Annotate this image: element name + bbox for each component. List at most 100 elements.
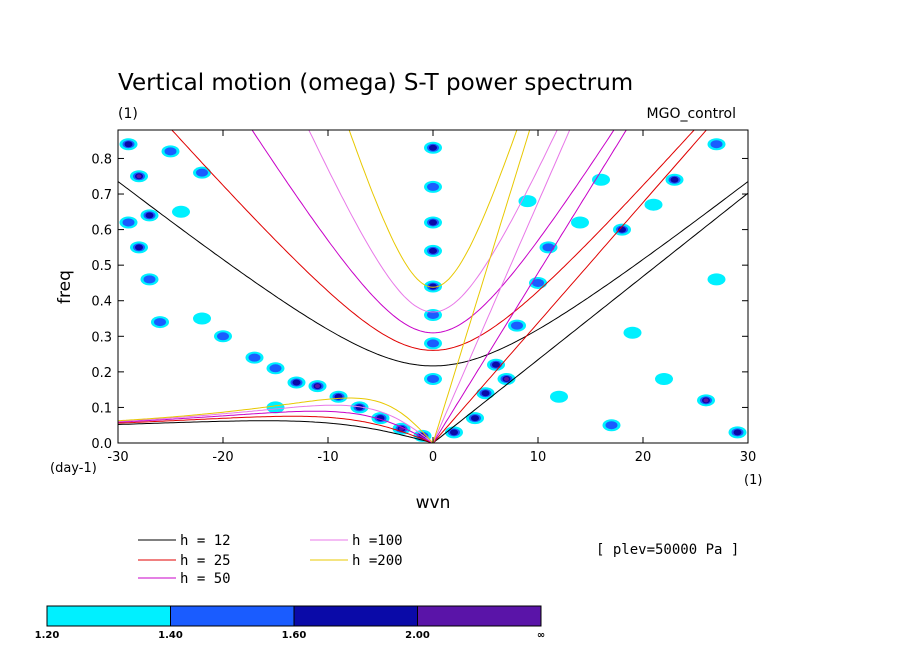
- power-region-peak: [136, 174, 142, 179]
- power-region-high: [618, 226, 626, 233]
- power-region-high: [733, 429, 742, 436]
- dispersion-curve-kelvin: [432, 130, 571, 443]
- power-region-mid: [164, 147, 177, 156]
- power-region-mid: [511, 321, 523, 330]
- power-region-mid: [710, 140, 723, 149]
- colorbar-swatch: [417, 605, 542, 627]
- legend-label: h =200: [352, 553, 403, 569]
- power-region-high: [481, 390, 490, 397]
- dispersion-curve-ig: [118, 180, 748, 367]
- power-region-mid: [269, 364, 282, 373]
- unit-label-left: (1): [118, 106, 138, 122]
- power-region-peak: [315, 384, 320, 389]
- power-region-outer: [592, 173, 610, 186]
- run-label: MGO_control: [647, 106, 736, 122]
- y-tick-label: 0.1: [91, 401, 112, 416]
- power-region-high: [292, 379, 301, 386]
- dispersion-curve-ig: [251, 130, 615, 334]
- y-unit-label: (day-1): [50, 461, 97, 476]
- power-region-mid: [532, 278, 544, 287]
- power-region-high: [450, 429, 458, 436]
- dispersion-curve-er: [118, 397, 434, 443]
- colorbar-label: 1.60: [282, 630, 307, 641]
- power-region-peak: [703, 398, 709, 403]
- power-region-outer: [655, 372, 673, 385]
- colorbar: 1.20 1.40 1.60 2.00 ∞: [35, 605, 545, 641]
- y-tick-label: 0.7: [91, 188, 112, 203]
- dispersion-curve-ig: [308, 130, 558, 313]
- power-region-mid: [248, 353, 261, 362]
- y-tick-label: 0.6: [91, 224, 112, 239]
- power-region-mid: [605, 421, 618, 430]
- power-region-mid: [427, 374, 439, 383]
- x-axis-label: wvn: [416, 493, 451, 513]
- colorbar-label: 1.40: [158, 630, 183, 641]
- power-region-outer: [550, 390, 568, 403]
- level-annotation: [ plev=50000 Pa ]: [596, 542, 739, 558]
- power-region-high: [135, 244, 143, 251]
- legend-label: h = 12: [180, 533, 231, 549]
- dispersion-curve-ig: [348, 130, 518, 288]
- power-region-high: [429, 219, 437, 226]
- power-region-peak: [504, 376, 509, 381]
- dispersion-curve-kelvin: [432, 130, 627, 443]
- dispersion-curve-er: [118, 420, 435, 443]
- y-axis-label: freq: [55, 270, 75, 304]
- x-tick-label: -10: [317, 450, 338, 465]
- colorbar-label: 1.20: [35, 630, 60, 641]
- power-region-mid: [427, 182, 439, 191]
- dispersion-curve-kelvin: [432, 130, 531, 443]
- dispersion-curve-er: [118, 410, 435, 443]
- x-tick-label: -30: [107, 450, 128, 465]
- power-region-mid: [427, 310, 439, 319]
- x-tick-label: 0: [429, 450, 437, 465]
- power-region-high: [124, 141, 133, 148]
- curves-legend: h = 12 h = 25 h = 50 h =100 h =200: [138, 533, 403, 587]
- y-tick-label: 0.2: [91, 366, 112, 381]
- dispersion-curve-kelvin: [432, 130, 708, 443]
- y-tick-label: 0.0: [91, 437, 112, 452]
- colorbar-swatch: [170, 605, 295, 627]
- dispersion-curve-er: [118, 415, 435, 443]
- dispersion-curves-inside: [118, 130, 748, 443]
- x-unit-label: (1): [744, 473, 762, 488]
- power-region-high: [355, 404, 364, 411]
- power-region-mid: [217, 332, 229, 341]
- colorbar-label: ∞: [537, 630, 545, 641]
- power-region-outer: [623, 326, 642, 339]
- power-region-high: [492, 361, 500, 368]
- y-tick-label: 0.8: [91, 152, 112, 167]
- power-region-mid: [196, 168, 208, 177]
- power-region-mid: [427, 339, 439, 348]
- power-region-mid: [143, 275, 156, 284]
- power-region-mid: [154, 318, 166, 327]
- legend-label: h = 25: [180, 553, 231, 569]
- power-region-mid: [122, 218, 135, 227]
- y-axis-ticks: 0.0 0.1 0.2 0.3 0.4 0.5 0.6 0.7 0.8: [91, 152, 748, 452]
- power-region-outer: [707, 273, 726, 286]
- x-axis-ticks: -30 -20 -10 0 10 20 30: [107, 130, 756, 465]
- power-region-high: [145, 212, 154, 219]
- colorbar-swatch: [293, 605, 418, 627]
- colorbar-swatch: [46, 605, 171, 627]
- power-region-outer: [571, 216, 589, 229]
- y-tick-label: 0.3: [91, 330, 112, 345]
- power-region-high: [471, 415, 479, 422]
- power-region-high: [670, 176, 679, 183]
- colorbar-label: 2.00: [405, 630, 430, 641]
- x-tick-label: 30: [740, 450, 757, 465]
- x-tick-label: -20: [212, 450, 233, 465]
- dispersion-curve-er: [118, 404, 434, 443]
- power-region-high: [429, 247, 437, 254]
- power-region-outer: [644, 198, 663, 211]
- power-region-outer: [193, 312, 211, 325]
- legend-label: h =100: [352, 533, 403, 549]
- y-tick-label: 0.5: [91, 259, 112, 274]
- power-region-outer: [172, 205, 190, 218]
- power-region-high: [429, 283, 437, 290]
- dispersion-curve-kelvin: [432, 192, 748, 443]
- x-tick-label: 10: [530, 450, 547, 465]
- power-region-outer: [266, 401, 285, 414]
- power-region-outer: [518, 195, 537, 208]
